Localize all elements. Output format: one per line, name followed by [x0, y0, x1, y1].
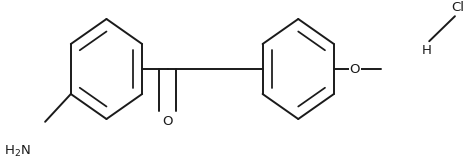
- Text: O: O: [162, 115, 173, 128]
- Text: O: O: [350, 63, 360, 76]
- Text: H: H: [422, 44, 432, 58]
- Text: $\mathdefault{H_2N}$: $\mathdefault{H_2N}$: [4, 143, 31, 158]
- Text: Cl: Cl: [451, 1, 464, 14]
